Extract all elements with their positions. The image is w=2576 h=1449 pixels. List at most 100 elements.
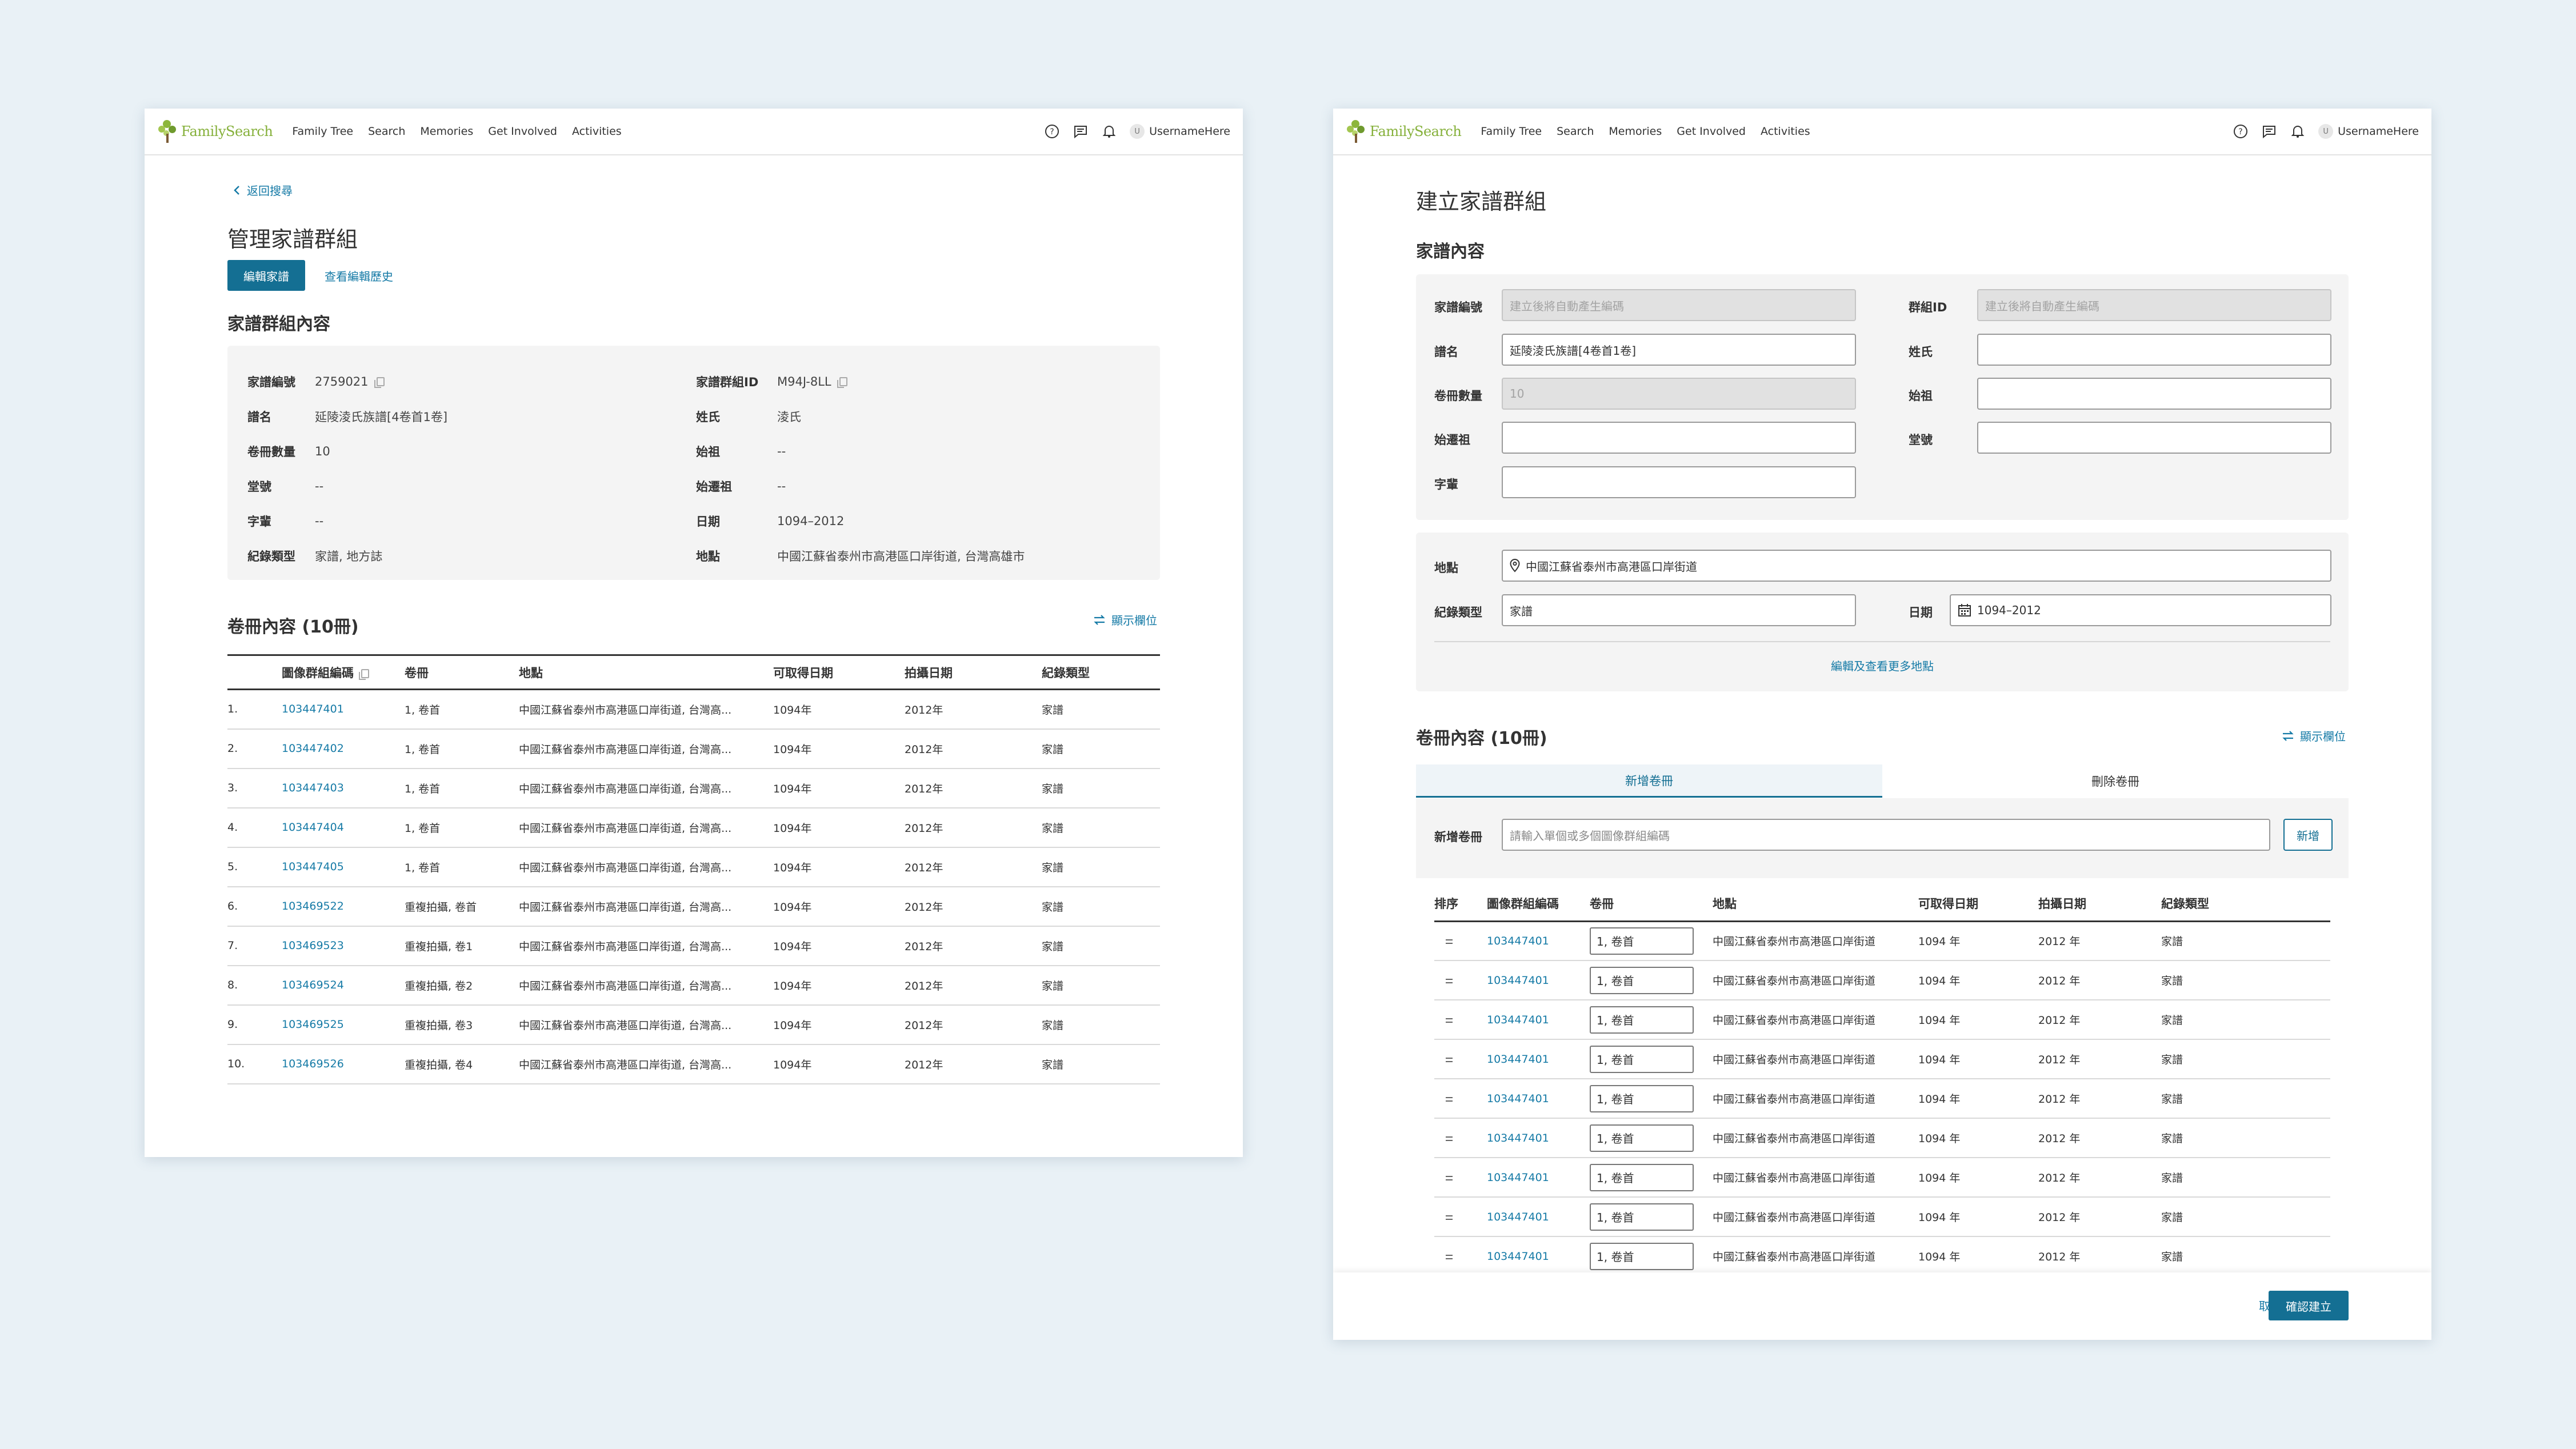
image-group-link[interactable]: 103469525: [282, 1018, 344, 1031]
volume-input[interactable]: 1, 卷首: [1590, 1203, 1694, 1231]
column-header[interactable]: 排序: [1434, 897, 1458, 911]
image-group-link[interactable]: 103447405: [282, 860, 344, 873]
hall-name-label: 堂號: [1909, 433, 1933, 447]
place-field[interactable]: 中國江蘇省泰州市高港區口岸街道: [1502, 550, 2331, 582]
drag-handle-icon[interactable]: [1446, 1092, 1453, 1105]
drag-handle-icon[interactable]: [1446, 1132, 1453, 1144]
notification-bell-icon[interactable]: [2290, 123, 2306, 139]
image-group-link[interactable]: 103469523: [282, 939, 344, 952]
messages-icon[interactable]: [1073, 123, 1089, 139]
edit-more-places-link[interactable]: 編輯及查看更多地點: [1831, 659, 1934, 673]
familysearch-logo[interactable]: FamilySearch: [157, 119, 273, 144]
image-group-link[interactable]: 103447401: [1487, 974, 1549, 987]
image-group-link[interactable]: 103447401: [1487, 934, 1549, 947]
volume-input[interactable]: 1, 卷首: [1590, 1045, 1694, 1073]
record-type-field[interactable]: 家譜: [1502, 594, 1856, 626]
messages-icon[interactable]: [2261, 123, 2277, 139]
tab-delete-volumes[interactable]: 刪除卷冊: [2091, 775, 2139, 788]
notification-bell-icon[interactable]: [1101, 123, 1117, 139]
help-icon[interactable]: ?: [2233, 123, 2249, 139]
image-group-link[interactable]: 103447401: [1487, 1210, 1549, 1223]
copy-icon[interactable]: [374, 377, 385, 388]
view-edit-history-link[interactable]: 查看編輯歷史: [325, 269, 393, 283]
date-field[interactable]: 1094–2012: [1950, 594, 2331, 626]
drag-handle-icon[interactable]: [1446, 935, 1453, 947]
nav-get-involved[interactable]: Get Involved: [488, 125, 557, 138]
volume-input[interactable]: 1, 卷首: [1590, 966, 1694, 994]
nav-search[interactable]: Search: [1557, 125, 1594, 138]
drag-handle-icon[interactable]: [1446, 1171, 1453, 1184]
record-type-cell: 家譜: [1042, 900, 1064, 914]
image-group-link[interactable]: 103447404: [282, 821, 344, 834]
available-date-cell: 1094 年: [1918, 935, 1961, 948]
familysearch-logo[interactable]: FamilySearch: [1346, 119, 1462, 144]
hall-name-field[interactable]: [1977, 422, 2331, 454]
copy-icon[interactable]: [837, 377, 847, 388]
user-menu[interactable]: U UsernameHere: [1130, 124, 1230, 139]
add-volume-button[interactable]: 新增: [2283, 819, 2333, 851]
surname-field[interactable]: [1977, 334, 2331, 366]
nav-family-tree[interactable]: Family Tree: [1481, 125, 1542, 138]
volume-input[interactable]: 1, 卷首: [1590, 1163, 1694, 1191]
volume-input[interactable]: 1, 卷首: [1590, 1084, 1694, 1112]
column-header[interactable]: 紀錄類型: [1042, 666, 1090, 680]
image-group-link[interactable]: 103447401: [1487, 1250, 1549, 1263]
drag-handle-icon[interactable]: [1446, 1211, 1453, 1223]
show-columns-button[interactable]: 顯示欄位: [1093, 611, 1157, 628]
nav-activities[interactable]: Activities: [571, 125, 622, 138]
image-group-link[interactable]: 103447401: [282, 703, 344, 716]
column-header[interactable]: 卷冊: [1590, 897, 1614, 911]
nav-memories[interactable]: Memories: [1609, 125, 1662, 138]
nav-search[interactable]: Search: [368, 125, 406, 138]
image-group-link[interactable]: 103447401: [1487, 1131, 1549, 1144]
drag-handle-icon[interactable]: [1446, 1053, 1453, 1066]
column-header[interactable]: 拍攝日期: [2038, 897, 2086, 911]
image-group-link[interactable]: 103447401: [1487, 1052, 1549, 1066]
drag-handle-icon[interactable]: [1446, 1014, 1453, 1026]
migrant-ancestor-field[interactable]: [1502, 422, 1856, 454]
column-header[interactable]: 地點: [519, 666, 543, 680]
image-group-link[interactable]: 103447401: [1487, 1171, 1549, 1184]
drag-handle-icon[interactable]: [1446, 1250, 1453, 1263]
column-header[interactable]: 可取得日期: [773, 666, 833, 680]
add-volume-input[interactable]: 請輸入單個或多個圖像群組編碼: [1502, 819, 2270, 851]
column-header[interactable]: 可取得日期: [1918, 897, 1978, 911]
column-header[interactable]: 紀錄類型: [2161, 897, 2209, 911]
image-group-link[interactable]: 103447401: [1487, 1092, 1549, 1105]
nav-memories[interactable]: Memories: [420, 125, 474, 138]
genealogy-name-field[interactable]: 延陵淩氏族譜[4卷首1卷]: [1502, 334, 1856, 366]
help-icon[interactable]: ?: [1044, 123, 1060, 139]
edit-genealogy-button[interactable]: 編輯家譜: [227, 260, 305, 291]
confirm-create-button[interactable]: 確認建立: [2269, 1291, 2349, 1320]
detail-label: 始祖: [696, 445, 720, 459]
column-header[interactable]: 卷冊: [405, 666, 429, 680]
capture-date-cell: 2012年: [905, 979, 943, 992]
nav-get-involved[interactable]: Get Involved: [1677, 125, 1746, 138]
nav-family-tree[interactable]: Family Tree: [292, 125, 354, 138]
volume-input[interactable]: 1, 卷首: [1590, 927, 1694, 955]
image-group-link[interactable]: 103469522: [282, 900, 344, 912]
image-group-link[interactable]: 103447402: [282, 742, 344, 755]
back-to-search-link[interactable]: 返回搜尋: [233, 182, 293, 198]
ancestor-field[interactable]: [1977, 378, 2331, 410]
volume-input[interactable]: 1, 卷首: [1590, 1006, 1694, 1034]
column-header[interactable]: 圖像群組編碼: [282, 655, 405, 690]
nav-activities[interactable]: Activities: [1760, 125, 1810, 138]
volume-input[interactable]: 1, 卷首: [1590, 1124, 1694, 1152]
genealogy-no-field: 建立後將自動產生編碼: [1502, 289, 1856, 321]
copy-icon[interactable]: [359, 669, 370, 680]
column-header[interactable]: 拍攝日期: [905, 666, 953, 680]
image-group-link[interactable]: 103447403: [282, 782, 344, 794]
user-menu[interactable]: U UsernameHere: [2318, 124, 2419, 139]
tab-add-volumes[interactable]: 新增卷冊: [1416, 764, 1882, 798]
image-group-link[interactable]: 103447401: [1487, 1013, 1549, 1026]
column-header[interactable]: 圖像群組編碼: [1487, 897, 1559, 911]
image-group-link[interactable]: 103469526: [282, 1058, 344, 1070]
show-columns-button[interactable]: 顯示欄位: [2282, 727, 2346, 744]
image-group-link[interactable]: 103469524: [282, 979, 344, 991]
nav-links: Family Tree Search Memories Get Involved…: [292, 125, 621, 138]
volume-input[interactable]: 1, 卷首: [1590, 1242, 1694, 1270]
drag-handle-icon[interactable]: [1446, 974, 1453, 987]
column-header[interactable]: 地點: [1713, 897, 1737, 911]
generation-chars-field[interactable]: [1502, 466, 1856, 498]
